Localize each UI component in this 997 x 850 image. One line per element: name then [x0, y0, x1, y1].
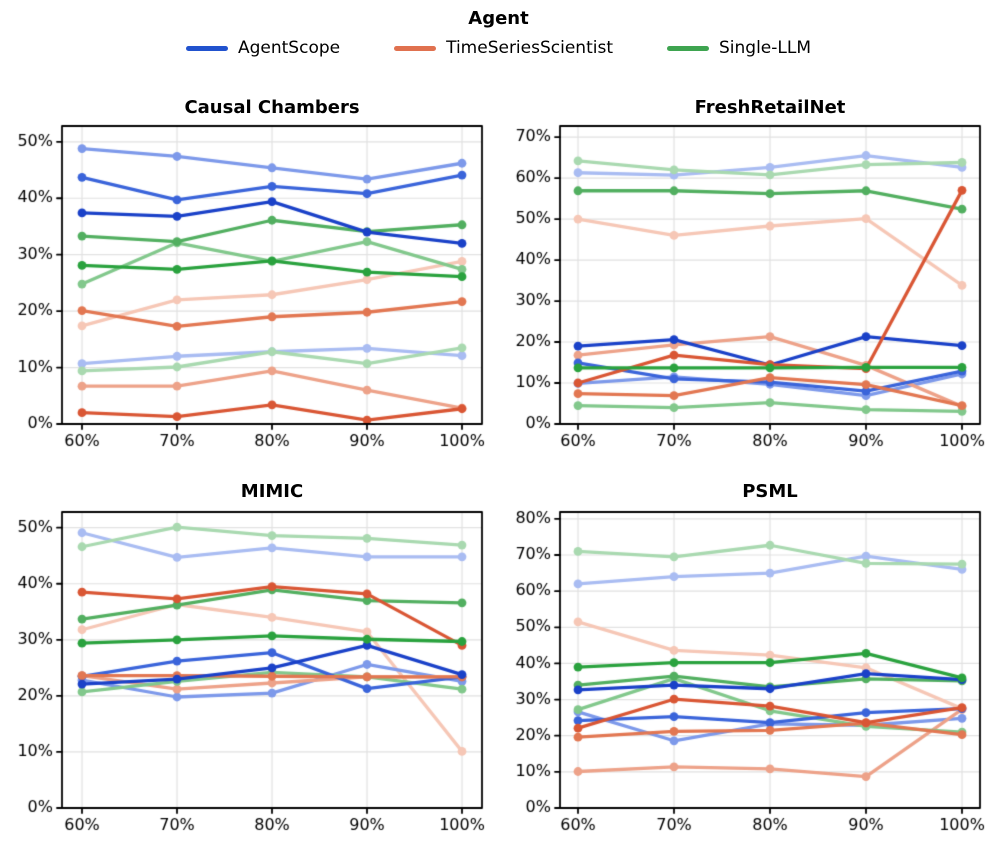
freshretailnet-plot [499, 90, 997, 470]
chart-mimic: MIMIC [0, 470, 498, 850]
legend-entries: AgentScope TimeSeriesScientist Single-LLM [185, 38, 811, 58]
legend-entry-single-llm: Single-LLM [666, 38, 811, 58]
mimic-plot [0, 470, 498, 850]
chart-psml: PSML [499, 470, 997, 850]
legend-entry-label: AgentScope [237, 38, 341, 58]
legend-entry-label: Single-LLM [718, 38, 811, 58]
psml-plot [499, 470, 997, 850]
legend-entry-label: TimeSeriesScientist [446, 38, 613, 58]
causal-chambers-plot [0, 90, 498, 470]
chart-legend: Agent AgentScope TimeSeriesScientist Singl… [0, 8, 997, 58]
legend-entry-agentscope: AgentScope [185, 38, 341, 58]
legend-line-swatch [185, 45, 228, 51]
chart-causal-chambers: Causal Chambers [0, 90, 498, 470]
legend-title: Agent [468, 8, 529, 29]
legend-line-swatch [666, 45, 709, 51]
legend-line-swatch [394, 45, 437, 51]
legend-entry-timeseriesscientist: TimeSeriesScientist [394, 38, 613, 58]
chart-freshretailnet: FreshRetailNet [499, 90, 997, 470]
